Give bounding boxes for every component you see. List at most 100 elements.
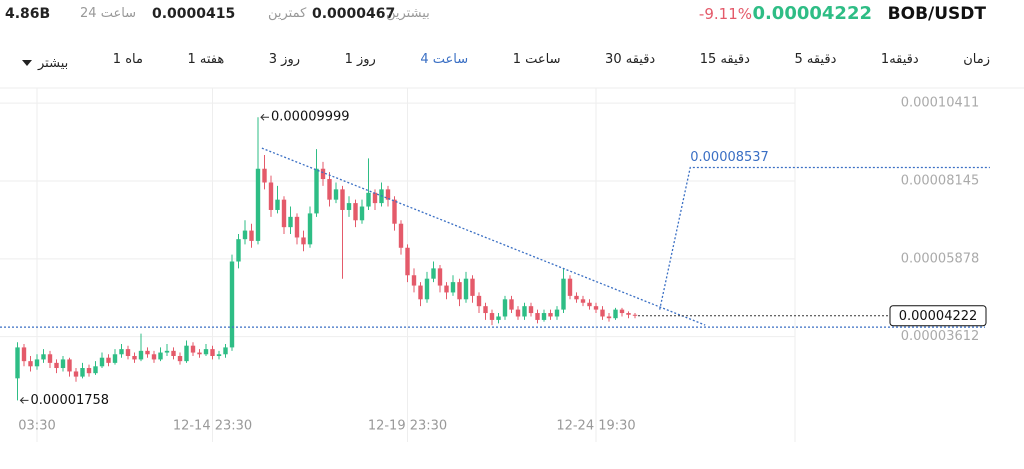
timeframe-tab[interactable]: بیشتر <box>22 52 68 74</box>
candle-body <box>411 275 417 286</box>
candle-body <box>93 366 98 374</box>
candle-body <box>294 216 300 238</box>
candle-body <box>21 347 27 362</box>
stat-value: 4.86B <box>5 6 51 22</box>
trendline <box>261 147 706 326</box>
candle-body <box>405 247 410 276</box>
timeframe-tab[interactable]: 1 هفته <box>187 52 225 67</box>
y-tick-label: 0.00003612 <box>901 329 980 344</box>
annotation-arrow <box>260 113 269 121</box>
candle-body <box>372 192 378 204</box>
candle-body <box>457 282 462 300</box>
stat-label: بیشترین <box>386 6 430 21</box>
pair: BOB/USDT <box>887 4 986 24</box>
candle-body <box>593 306 599 310</box>
candle-body <box>86 368 92 374</box>
timeframe-tab[interactable]: 1دقیقه <box>880 52 919 67</box>
candle-body <box>483 306 488 314</box>
candle-body <box>554 309 560 317</box>
candle-body <box>398 223 404 248</box>
tab-label: زمان <box>963 52 990 67</box>
dropdown-arrow <box>22 60 32 66</box>
candle-body <box>561 278 566 310</box>
x-tick-label: 03:30 <box>18 419 55 434</box>
candle-body <box>242 230 248 240</box>
candle-body <box>229 261 235 348</box>
candle-body <box>158 352 163 360</box>
last-price-label: 0.00004222 <box>899 309 978 324</box>
candle-body <box>580 299 586 303</box>
candle-body <box>132 355 137 360</box>
candle-body <box>567 278 573 296</box>
candle-body <box>223 347 228 355</box>
candle-body <box>249 230 254 241</box>
candle-body <box>340 189 345 210</box>
candle-body <box>275 199 280 210</box>
candle-body <box>255 168 261 241</box>
timeframe-tab[interactable]: 1 ماه <box>112 52 143 67</box>
price-change: -9.11% <box>698 5 752 23</box>
candle-body <box>444 285 449 293</box>
candle-body <box>600 309 605 317</box>
timeframe-tab[interactable]: 3 روز <box>268 52 301 67</box>
candle-body <box>34 359 40 367</box>
candle-body <box>197 352 202 355</box>
target-label: 0.00008537 <box>690 150 769 165</box>
candle-body <box>99 357 105 367</box>
candle-body <box>463 278 469 300</box>
candle-body <box>437 268 443 286</box>
y-tick-label: 0.00005878 <box>901 251 980 266</box>
candle-body <box>184 345 189 362</box>
candle-body <box>301 237 306 245</box>
candle-body <box>47 354 53 363</box>
timeframe-tab[interactable]: 5 دقیقه <box>794 52 837 67</box>
candle-body <box>613 309 618 319</box>
candle-body <box>450 282 456 293</box>
candle-body <box>548 313 553 317</box>
timeframe-tab[interactable]: 15 دقیقه <box>699 52 750 67</box>
candle-body <box>346 203 352 210</box>
candle-body <box>106 357 111 363</box>
candle-body <box>54 362 59 369</box>
candle-body <box>496 316 501 320</box>
candle-body <box>268 182 274 210</box>
candle-body <box>314 168 319 214</box>
candle-body <box>535 313 540 320</box>
y-tick-label: 0.00008145 <box>901 173 980 188</box>
target-line <box>659 166 990 310</box>
timeframe-tab[interactable]: 4 ساعت <box>420 52 469 67</box>
candle-body <box>60 359 66 369</box>
candle-body <box>138 350 144 360</box>
candle-body <box>112 354 118 363</box>
timeframe-tabs: زمان 1دقیقه 5 دقیقه 15 دقیقه 30 دقیقه 1 ساعت 4… <box>22 52 990 74</box>
candle-body <box>15 347 20 379</box>
annotation-label: 0.00001758 <box>31 393 110 408</box>
candle-body <box>67 359 72 372</box>
candle-body <box>125 349 131 356</box>
candle-body <box>359 206 365 221</box>
timeframe-tab[interactable]: 1 ساعت <box>512 52 561 67</box>
candle-body <box>171 350 176 356</box>
x-tick-label: 12-19 23:30 <box>368 419 447 434</box>
candle-body <box>327 179 332 200</box>
candle-body <box>216 354 222 356</box>
candle-body <box>606 316 612 319</box>
candle-body <box>528 306 534 314</box>
candle-body <box>574 295 579 300</box>
timeframe-tab[interactable]: 1 روز <box>344 52 376 67</box>
stat-label: 24 ساعت <box>80 6 137 21</box>
candle-body <box>307 213 313 245</box>
candle-body <box>392 199 397 224</box>
candle-body <box>236 239 241 262</box>
candle-body <box>470 278 475 296</box>
candle-body <box>190 345 196 353</box>
last-price: 0.00004222 <box>752 3 872 24</box>
candle-body <box>333 189 339 200</box>
candle-body <box>522 306 527 317</box>
candle-body <box>431 268 436 279</box>
x-tick-label: 12-14 23:30 <box>173 419 252 434</box>
annotation-label: 0.00009999 <box>271 110 350 125</box>
timeframe-tab[interactable]: 30 دقیقه <box>605 52 656 67</box>
